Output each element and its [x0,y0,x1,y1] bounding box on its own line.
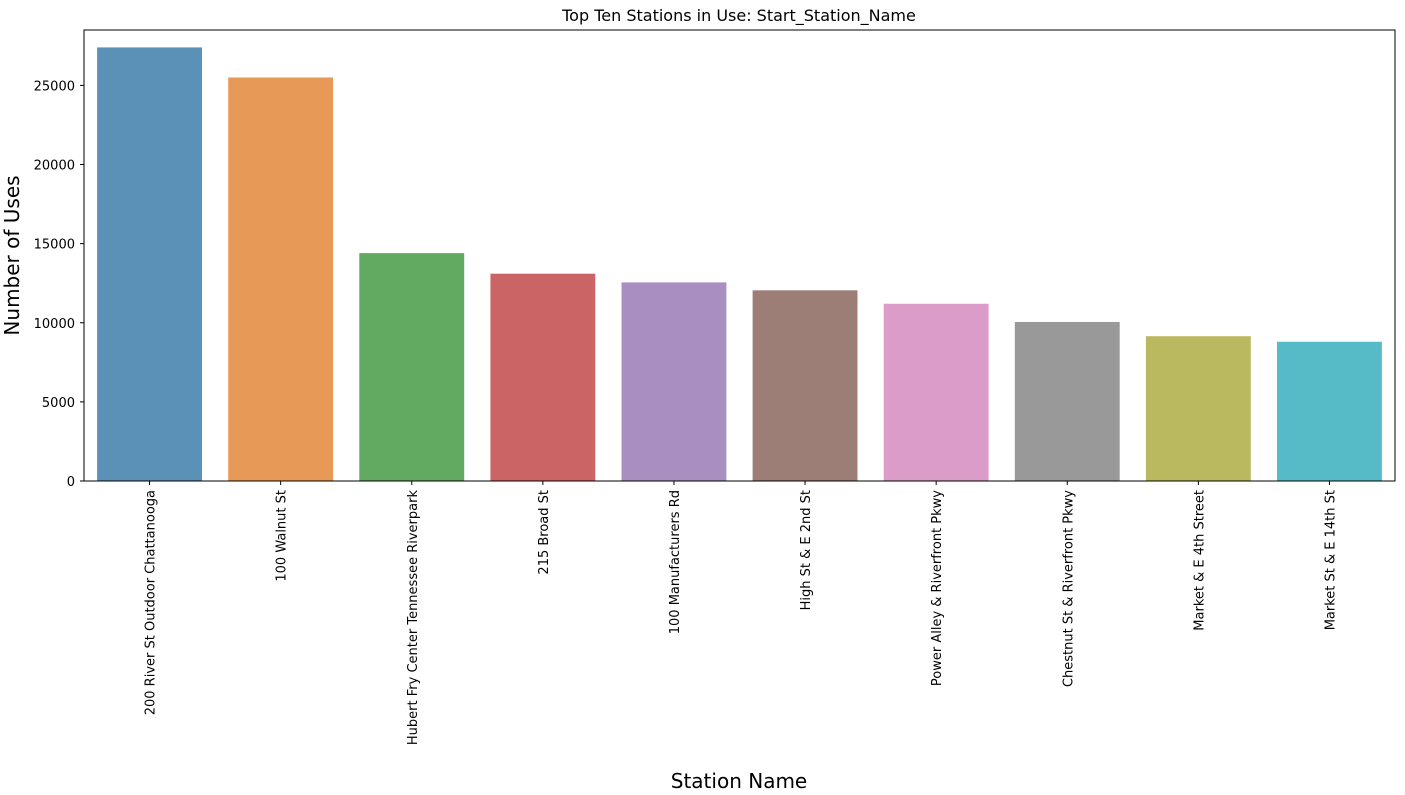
x-tick-label: 100 Walnut St [275,490,290,582]
chart-title: Top Ten Stations in Use: Start_Station_N… [561,6,916,26]
y-tick-label: 10000 [34,317,75,332]
x-tick-label: Hubert Fry Center Tennessee Riverpark [406,490,421,746]
x-tick-label: High St & E 2nd St [799,490,814,610]
x-tick-label: Chestnut St & Riverfront Pkwy [1061,490,1076,687]
bar-5 [621,282,727,481]
y-tick-label: 20000 [34,159,75,174]
bar-9 [1145,336,1251,481]
y-axis-ticks: 0 5000 10000 15000 20000 25000 [34,79,84,490]
x-tick-label: 215 Broad St [537,490,552,575]
y-axis-label: Number of Uses [0,175,24,335]
y-tick-label: 15000 [34,238,75,253]
y-tick-label: 25000 [34,79,75,94]
x-axis-ticks: 200 River St Outdoor Chattanooga 100 Waln… [144,481,1338,746]
x-axis-label: Station Name [671,769,807,793]
x-tick-label: Market St & E 14th St [1323,490,1338,630]
bar-10 [1277,341,1382,481]
bars-group [97,47,1382,482]
y-tick-label: 0 [67,475,75,490]
y-tick-label: 5000 [42,396,75,411]
bar-2 [228,77,334,481]
x-tick-label: Power Alley & Riverfront Pkwy [930,490,945,686]
bar-7 [883,303,989,481]
bar-1 [97,47,202,482]
plot-frame [83,29,1396,482]
bar-8 [1014,321,1120,481]
x-tick-label: Market & E 4th Street [1192,490,1207,631]
x-tick-label: 100 Manufacturers Rd [668,490,683,634]
x-tick-label: 200 River St Outdoor Chattanooga [144,490,159,715]
bar-3 [359,253,465,481]
bar-4 [490,273,596,481]
bar-6 [752,290,858,481]
